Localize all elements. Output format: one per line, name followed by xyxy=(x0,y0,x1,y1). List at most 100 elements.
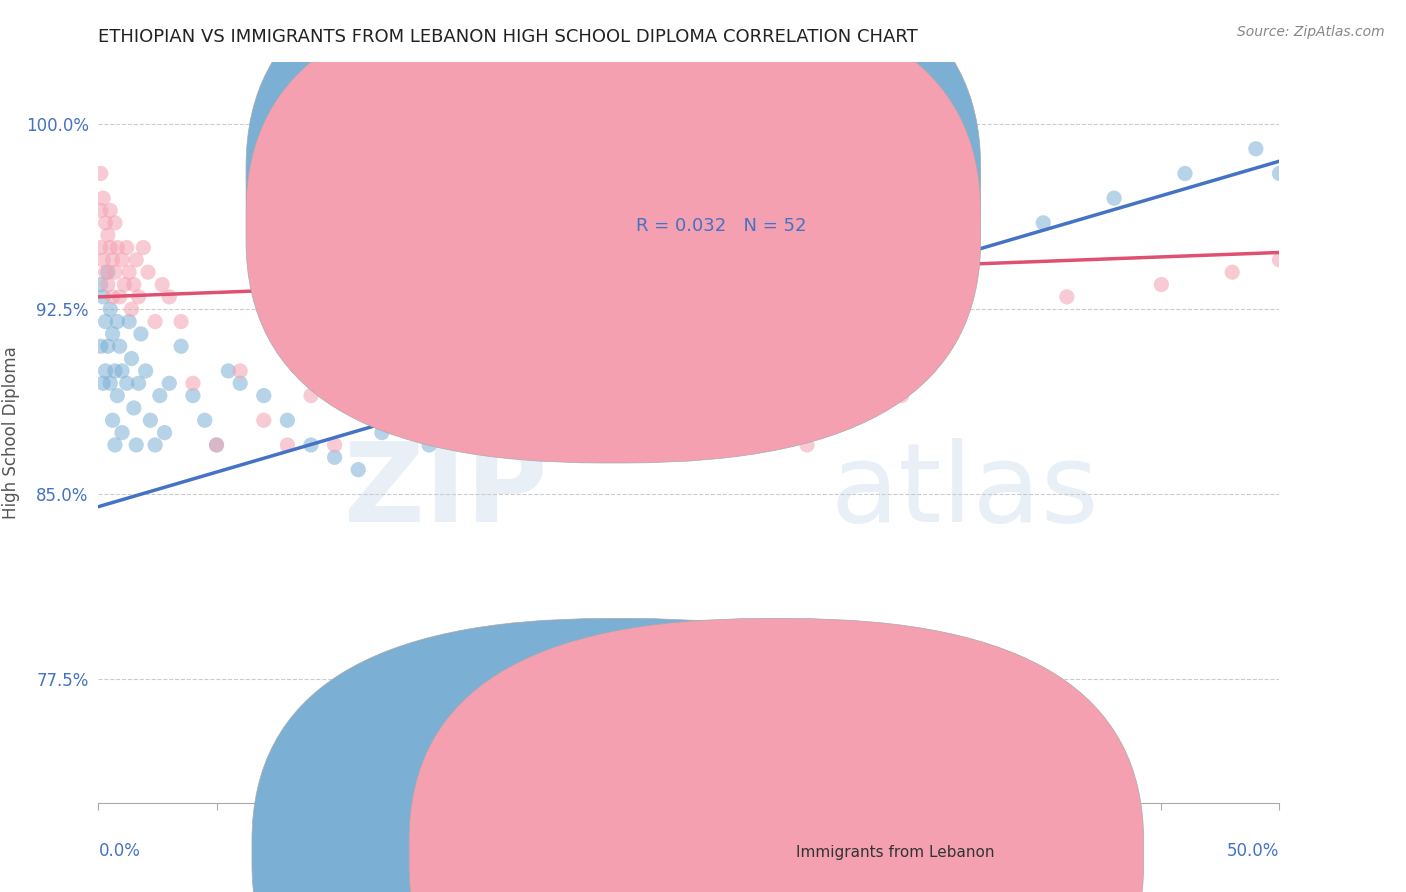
Y-axis label: High School Diploma: High School Diploma xyxy=(3,346,20,519)
Text: R = 0.032   N = 52: R = 0.032 N = 52 xyxy=(636,217,806,235)
Point xyxy=(465,413,488,427)
Point xyxy=(157,376,180,391)
Point xyxy=(150,277,173,292)
Point xyxy=(94,216,117,230)
Point xyxy=(276,413,298,427)
Point xyxy=(702,438,724,452)
FancyBboxPatch shape xyxy=(246,0,980,418)
Point xyxy=(104,438,127,452)
Point xyxy=(111,252,134,267)
Point xyxy=(465,425,488,440)
Point xyxy=(157,290,180,304)
Point xyxy=(149,388,172,402)
Point xyxy=(394,339,416,353)
Text: ZIP: ZIP xyxy=(344,438,547,545)
Point xyxy=(1150,277,1173,292)
Point xyxy=(121,302,143,317)
Point xyxy=(1056,290,1078,304)
Point xyxy=(205,438,228,452)
Point xyxy=(121,351,143,366)
Point xyxy=(890,388,912,402)
Point xyxy=(139,413,162,427)
Point xyxy=(796,438,818,452)
Point xyxy=(560,438,582,452)
Point xyxy=(181,388,204,402)
Point xyxy=(97,265,120,279)
Point xyxy=(890,252,912,267)
Point xyxy=(111,425,134,440)
Point xyxy=(105,240,128,254)
Point xyxy=(90,339,112,353)
Point xyxy=(143,314,166,328)
Point xyxy=(108,339,131,353)
Point xyxy=(347,462,370,476)
Point xyxy=(299,388,322,402)
Point xyxy=(347,376,370,391)
Point xyxy=(607,438,630,452)
Point xyxy=(91,191,114,205)
Point xyxy=(607,401,630,415)
Point xyxy=(1268,166,1291,180)
Point xyxy=(371,425,394,440)
Point xyxy=(115,240,138,254)
Point xyxy=(90,277,112,292)
Point xyxy=(91,252,114,267)
Point xyxy=(104,265,127,279)
Point xyxy=(98,376,121,391)
Point xyxy=(129,326,152,341)
Point xyxy=(105,388,128,402)
Point xyxy=(98,240,121,254)
Text: ETHIOPIAN VS IMMIGRANTS FROM LEBANON HIGH SCHOOL DIPLOMA CORRELATION CHART: ETHIOPIAN VS IMMIGRANTS FROM LEBANON HIG… xyxy=(98,28,918,45)
Point xyxy=(323,450,346,465)
Point xyxy=(122,401,145,415)
Point xyxy=(678,339,700,353)
FancyBboxPatch shape xyxy=(409,618,1143,892)
Point xyxy=(1174,166,1197,180)
Point xyxy=(98,203,121,218)
Point xyxy=(94,314,117,328)
Point xyxy=(748,314,770,328)
Text: 50.0%: 50.0% xyxy=(1227,842,1279,860)
Point xyxy=(118,314,141,328)
Point xyxy=(323,438,346,452)
Point xyxy=(170,314,193,328)
Point xyxy=(132,240,155,254)
Point xyxy=(299,438,322,452)
Point xyxy=(217,364,239,378)
Point xyxy=(418,438,440,452)
Point xyxy=(512,388,534,402)
Point xyxy=(135,364,157,378)
Point xyxy=(97,277,120,292)
Point xyxy=(98,302,121,317)
Point xyxy=(1080,722,1102,736)
Point xyxy=(536,314,558,328)
Point xyxy=(170,339,193,353)
FancyBboxPatch shape xyxy=(252,618,987,892)
Point xyxy=(153,425,176,440)
Point xyxy=(90,166,112,180)
Point xyxy=(94,364,117,378)
Point xyxy=(111,364,134,378)
Point xyxy=(118,265,141,279)
Point xyxy=(984,684,1007,698)
Point xyxy=(125,438,148,452)
Point xyxy=(194,413,217,427)
Point xyxy=(97,339,120,353)
Point xyxy=(1244,142,1267,156)
Point xyxy=(101,326,124,341)
Point xyxy=(1102,191,1125,205)
Point xyxy=(108,290,131,304)
Text: Immigrants from Lebanon: Immigrants from Lebanon xyxy=(796,845,995,860)
Point xyxy=(962,240,984,254)
Point xyxy=(1268,252,1291,267)
Point xyxy=(90,203,112,218)
Text: atlas: atlas xyxy=(831,438,1099,545)
Point xyxy=(105,314,128,328)
Point xyxy=(91,290,114,304)
Point xyxy=(205,438,228,452)
Point xyxy=(820,277,842,292)
Point xyxy=(136,265,159,279)
Point xyxy=(125,252,148,267)
Point xyxy=(128,290,150,304)
Point xyxy=(143,438,166,452)
